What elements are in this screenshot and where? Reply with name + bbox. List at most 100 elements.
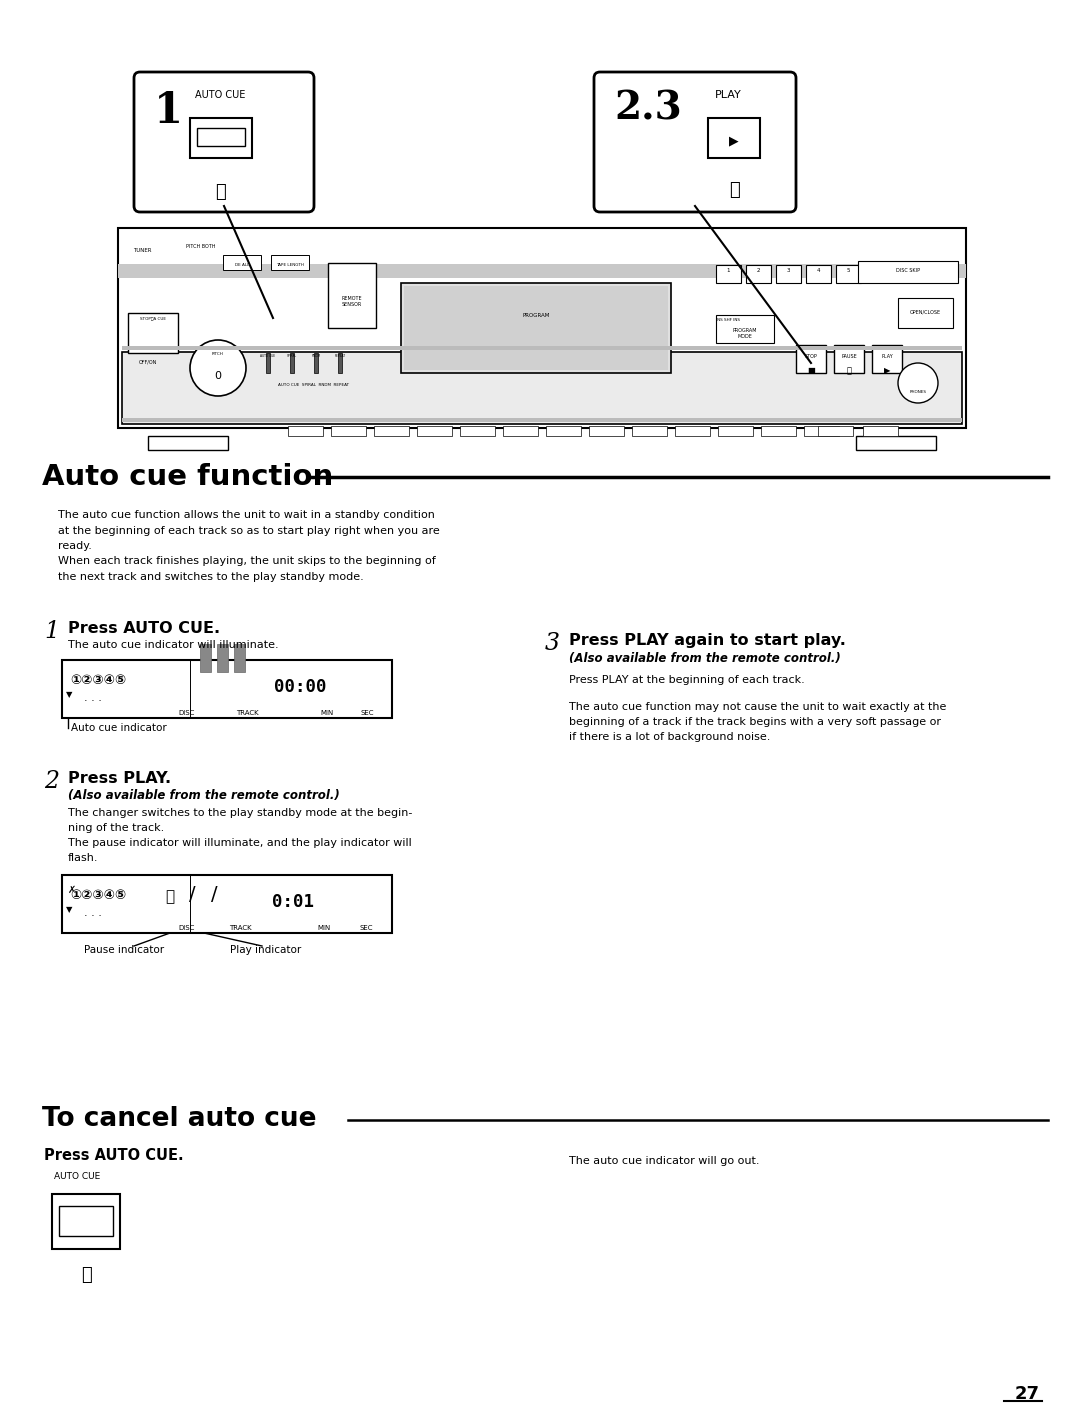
Text: PROGRAM: PROGRAM xyxy=(523,313,550,318)
Bar xyxy=(460,427,495,436)
Text: /: / xyxy=(211,886,217,904)
Bar xyxy=(234,643,245,672)
Bar xyxy=(718,427,753,436)
Text: AUTO CUE  SPIRAL  RNDM  REPEAT: AUTO CUE SPIRAL RNDM REPEAT xyxy=(278,383,349,387)
Text: INS SHF INS: INS SHF INS xyxy=(716,318,740,322)
Bar xyxy=(330,427,366,436)
Text: 0:01: 0:01 xyxy=(272,893,314,911)
Text: TRACK: TRACK xyxy=(229,925,252,931)
Bar xyxy=(314,353,318,373)
Text: ready.: ready. xyxy=(58,541,92,551)
Text: MIN: MIN xyxy=(321,710,334,717)
Text: MIN: MIN xyxy=(318,925,330,931)
Text: /: / xyxy=(189,886,195,904)
Bar xyxy=(834,345,864,373)
Circle shape xyxy=(897,363,939,403)
Bar xyxy=(746,265,771,283)
Text: OPEN/CLOSE: OPEN/CLOSE xyxy=(909,310,941,315)
FancyBboxPatch shape xyxy=(594,72,796,213)
Text: (Also available from the remote control.): (Also available from the remote control.… xyxy=(569,652,840,665)
Bar xyxy=(872,345,902,373)
Bar xyxy=(62,660,392,718)
Text: TAPE LENGTH: TAPE LENGTH xyxy=(276,263,303,268)
Text: ⏸: ⏸ xyxy=(165,888,175,904)
Text: 4: 4 xyxy=(816,268,820,273)
Text: TRACK: TRACK xyxy=(235,710,258,717)
Bar xyxy=(761,427,796,436)
Text: STOP・A CUE: STOP・A CUE xyxy=(140,315,166,320)
Text: 27: 27 xyxy=(1015,1385,1040,1402)
Bar xyxy=(417,427,453,436)
Text: SPIRAL: SPIRAL xyxy=(287,353,297,358)
Text: ning of the track.: ning of the track. xyxy=(68,824,164,834)
Bar xyxy=(675,427,710,436)
Text: Pause indicator: Pause indicator xyxy=(84,945,164,955)
Text: at the beginning of each track so as to start play right when you are: at the beginning of each track so as to … xyxy=(58,525,440,535)
Text: DISC SKIP: DISC SKIP xyxy=(896,268,920,273)
FancyBboxPatch shape xyxy=(708,118,760,158)
Text: The auto cue function may not cause the unit to wait exactly at the: The auto cue function may not cause the … xyxy=(569,703,946,712)
Bar xyxy=(858,260,958,283)
Bar xyxy=(122,418,962,422)
Bar xyxy=(118,228,966,428)
Text: ▼: ▼ xyxy=(66,905,72,914)
Text: 3: 3 xyxy=(786,268,789,273)
Text: 👆: 👆 xyxy=(216,183,227,201)
Bar xyxy=(122,346,962,351)
Text: AUTO CUE: AUTO CUE xyxy=(260,353,275,358)
Text: RNDM: RNDM xyxy=(311,353,321,358)
Bar xyxy=(716,265,741,283)
Bar xyxy=(503,427,538,436)
Text: STOP: STOP xyxy=(805,353,818,359)
Text: 00:00: 00:00 xyxy=(274,679,326,696)
Bar xyxy=(62,874,392,934)
Text: 👆: 👆 xyxy=(81,1266,92,1284)
Text: DE ALL: DE ALL xyxy=(234,263,249,268)
Text: Press AUTO CUE.: Press AUTO CUE. xyxy=(44,1148,184,1163)
Bar xyxy=(200,643,211,672)
Text: · · ·: · · · xyxy=(84,696,102,705)
Text: OFF/ON: OFF/ON xyxy=(139,360,158,365)
Text: ✗: ✗ xyxy=(68,886,76,895)
Bar xyxy=(856,436,936,451)
Text: 👆: 👆 xyxy=(729,182,740,199)
Text: Auto cue indicator: Auto cue indicator xyxy=(71,722,166,734)
Text: PLAY: PLAY xyxy=(881,353,893,359)
Text: The auto cue function allows the unit to wait in a standby condition: The auto cue function allows the unit to… xyxy=(58,510,435,520)
Text: PITCH BOTH: PITCH BOTH xyxy=(186,244,216,249)
FancyBboxPatch shape xyxy=(134,72,314,213)
Bar xyxy=(129,313,178,353)
Text: 1: 1 xyxy=(154,90,183,132)
Text: PITCH: PITCH xyxy=(212,352,224,356)
Text: Play indicator: Play indicator xyxy=(230,945,301,955)
Text: PLAY: PLAY xyxy=(715,90,741,100)
Text: Press AUTO CUE.: Press AUTO CUE. xyxy=(68,621,220,636)
Text: Auto cue function: Auto cue function xyxy=(42,463,334,491)
Text: 5: 5 xyxy=(847,268,850,273)
Bar xyxy=(271,255,309,270)
Text: PAUSE: PAUSE xyxy=(841,353,856,359)
Bar xyxy=(806,265,831,283)
Text: SEC: SEC xyxy=(360,925,373,931)
Bar xyxy=(197,128,245,146)
Text: When each track finishes playing, the unit skips to the beginning of: When each track finishes playing, the un… xyxy=(58,556,435,566)
Text: The changer switches to the play standby mode at the begin-: The changer switches to the play standby… xyxy=(68,808,413,818)
Bar xyxy=(118,265,966,277)
Text: ▼: ▼ xyxy=(66,690,72,698)
Text: REPEAT: REPEAT xyxy=(335,353,346,358)
Bar xyxy=(589,427,624,436)
Text: ①②③④⑤: ①②③④⑤ xyxy=(70,888,126,903)
Text: AUTO CUE: AUTO CUE xyxy=(195,90,245,100)
Text: Press PLAY.: Press PLAY. xyxy=(68,772,171,786)
Text: ⏸: ⏸ xyxy=(847,366,851,375)
Text: (Also available from the remote control.): (Also available from the remote control.… xyxy=(68,788,340,803)
FancyBboxPatch shape xyxy=(52,1194,120,1249)
Bar xyxy=(796,345,826,373)
Text: · · ·: · · · xyxy=(84,911,102,921)
Text: DISC: DISC xyxy=(179,710,195,717)
Text: if there is a lot of background noise.: if there is a lot of background noise. xyxy=(569,732,770,742)
Text: ▶: ▶ xyxy=(729,134,739,146)
Text: DISC: DISC xyxy=(179,925,195,931)
Text: REMOTE
SENSOR: REMOTE SENSOR xyxy=(341,296,362,307)
Text: AUTO CUE: AUTO CUE xyxy=(54,1171,100,1181)
